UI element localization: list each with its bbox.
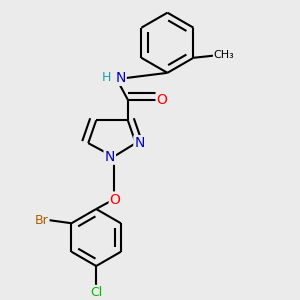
- Text: N: N: [105, 150, 115, 164]
- Text: CH₃: CH₃: [214, 50, 235, 60]
- Text: N: N: [116, 71, 126, 85]
- Text: Cl: Cl: [90, 286, 102, 299]
- Text: O: O: [157, 93, 167, 107]
- Text: O: O: [110, 193, 121, 206]
- Text: H: H: [102, 71, 111, 84]
- Text: Br: Br: [35, 214, 49, 226]
- Text: N: N: [134, 136, 145, 150]
